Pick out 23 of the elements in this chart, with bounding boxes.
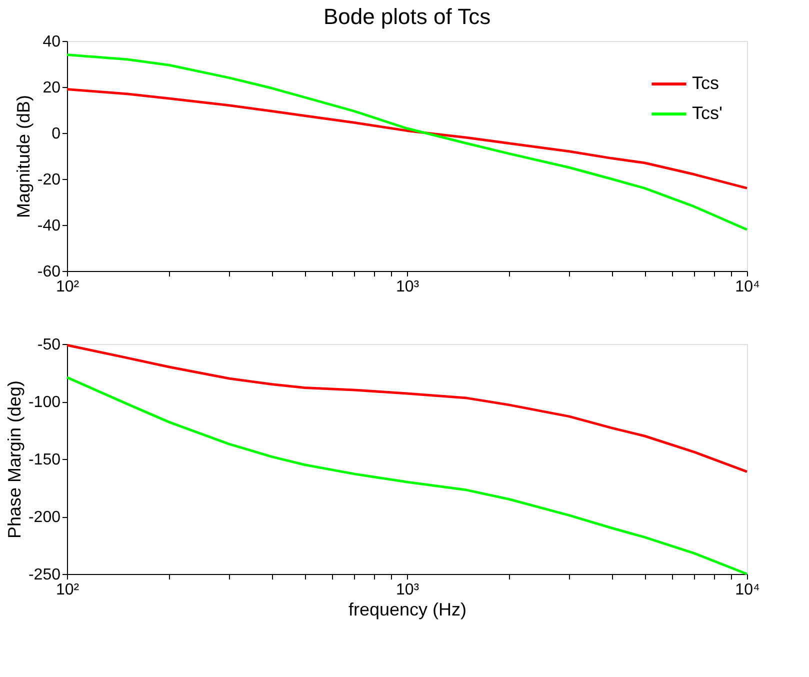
y-tick-label: -40 <box>37 218 61 234</box>
x-tick-label: 10² <box>56 278 80 296</box>
y-tick-label: -250 <box>28 566 61 584</box>
legend-label: Tcs <box>692 73 719 93</box>
chart-title: Bode plots of Tcs <box>323 4 491 29</box>
y-axis-title: Magnitude (dB) <box>13 94 34 218</box>
legend-label: Tcs' <box>692 103 722 123</box>
y-tick-label: -60 <box>37 264 61 280</box>
y-tick-label: -150 <box>28 452 61 468</box>
y-tick-label: -50 <box>37 336 61 354</box>
x-tick-label: 10⁴ <box>735 582 760 598</box>
y-tick-label: -100 <box>28 394 61 411</box>
y-axis-title: Phase Margin (deg) <box>4 380 24 539</box>
y-tick-label: -200 <box>28 509 61 526</box>
y-tick-label: 0 <box>52 126 61 142</box>
y-tick-label: 40 <box>42 34 61 50</box>
x-tick-label: 10⁴ <box>735 278 760 296</box>
y-tick-label: 20 <box>42 80 61 96</box>
x-tick-label: 10² <box>56 582 80 598</box>
x-axis-title: frequency (Hz) <box>348 600 467 620</box>
y-tick-label: -20 <box>37 172 61 188</box>
x-tick-label: 10³ <box>396 278 420 296</box>
x-tick-label: 10³ <box>396 582 420 598</box>
